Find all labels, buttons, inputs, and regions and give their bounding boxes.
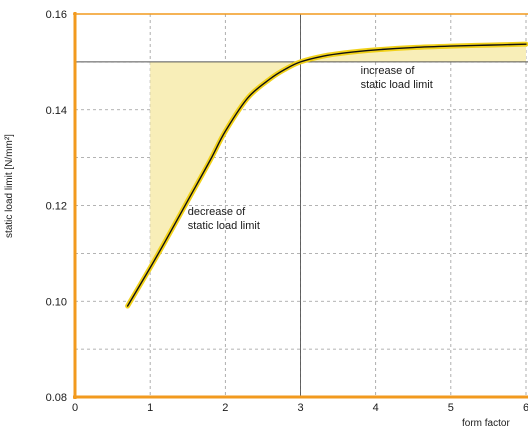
tick-labels: 0 1 2 3 4 5 6 0.08 0.10 0.12 0.14 0.16 [46,9,528,414]
x-tick-label: 3 [297,402,303,414]
y-tick-label: 0.08 [46,392,67,404]
x-axis-label: form factor [462,418,510,429]
annotation-text: static load limit [188,220,260,232]
annotation-text: decrease of [188,206,246,218]
annotation-text: increase of [361,65,416,77]
shaded-regions [150,44,526,268]
x-tick-label: 1 [147,402,153,414]
decrease-region [150,61,301,268]
y-tick-label: 0.12 [46,201,67,213]
y-axis-label: static load limit [N/mm²] [4,134,15,238]
x-tick-label: 2 [222,402,228,414]
annotation-text: static load limit [361,79,433,91]
x-tick-label: 4 [373,402,379,414]
curve-group [125,41,528,309]
y-tick-label: 0.10 [46,296,67,308]
x-tick-label: 0 [72,402,78,414]
x-tick-label: 6 [523,402,528,414]
y-tick-label: 0.16 [46,9,67,21]
grid-lines [75,14,528,397]
x-tick-label: 5 [448,402,454,414]
increase-region [300,44,526,62]
annotations: decrease of static load limit increase of s… [188,65,433,232]
y-tick-label: 0.14 [46,105,67,117]
series-line [126,43,527,307]
axes [73,12,528,399]
